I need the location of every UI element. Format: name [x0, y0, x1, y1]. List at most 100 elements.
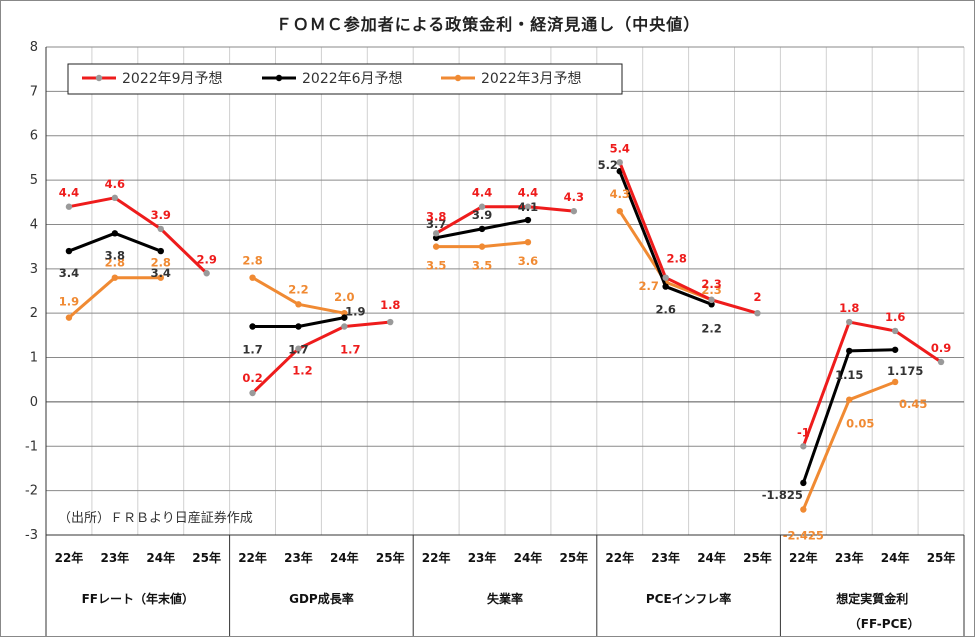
data-point	[478, 243, 486, 250]
data-label: 2.0	[334, 290, 354, 304]
x-tick-label: 23年	[468, 550, 497, 565]
data-label: 2.8	[242, 254, 262, 268]
data-point	[891, 378, 899, 386]
y-tick-label: 7	[30, 84, 38, 99]
data-label: 1.9	[345, 305, 365, 319]
data-point	[662, 274, 669, 281]
x-tick-label: 23年	[284, 550, 313, 565]
data-point	[387, 318, 394, 326]
data-point	[937, 358, 945, 366]
x-tick-label: 24年	[330, 550, 359, 565]
group-label-sub: （FF-PCE）	[849, 616, 920, 631]
data-label: 3.4	[59, 266, 79, 280]
data-label: 3.5	[472, 259, 492, 273]
data-label: 1.7	[340, 342, 360, 356]
data-point	[616, 207, 623, 215]
x-tick-label: 23年	[835, 550, 864, 565]
data-label: 3.8	[426, 209, 446, 223]
data-label: 2.8	[666, 252, 686, 266]
y-tick-label: 8	[30, 40, 38, 55]
y-tick-label: 5	[30, 173, 38, 188]
legend-box	[67, 63, 623, 95]
legend-marker	[275, 74, 283, 82]
chart-title: ＦＯＭＣ参加者による政策金利・経済見通し（中央値）	[276, 15, 701, 34]
data-label: 3.5	[426, 259, 446, 273]
y-tick-label: 0	[30, 395, 38, 410]
data-label: 1.8	[839, 301, 859, 315]
data-label: 3.7	[426, 217, 446, 231]
data-label: 2.3	[701, 283, 721, 297]
x-axis: 22年 23年 24年 25年 FFレート（年末値） 22年 23年 24年 25年 GDP成長率…	[45, 534, 965, 636]
y-tick-label: 6	[30, 129, 38, 144]
data-label: 3.8	[105, 248, 125, 262]
x-tick-label: 25年	[192, 550, 221, 565]
data-point	[341, 309, 348, 317]
series-line	[618, 161, 758, 315]
data-label: 0.9	[931, 341, 951, 355]
data-label: 0.05	[846, 417, 874, 431]
legend-label: 2022年3月予想	[481, 71, 582, 87]
data-point	[249, 323, 256, 330]
data-point	[800, 479, 807, 487]
data-label: 2.3	[701, 277, 721, 291]
y-tick-label: -1	[25, 439, 38, 454]
data-label: 1.9	[59, 295, 79, 309]
data-point	[157, 225, 164, 233]
data-label: 3.4	[151, 266, 171, 280]
y-tick-label: -2	[25, 484, 38, 499]
source-note: （出所）ＦＲＢより日産証券作成	[58, 510, 253, 526]
data-label: 1.175	[887, 364, 923, 378]
data-point	[295, 301, 302, 308]
x-tick-label: 22年	[789, 550, 818, 565]
data-point	[846, 396, 853, 403]
data-label: -1	[797, 425, 810, 439]
series-line	[251, 320, 391, 395]
x-tick-label: 25年	[927, 550, 956, 565]
legend-label: 2022年6月予想	[302, 71, 403, 87]
data-point	[295, 345, 302, 352]
data-point	[111, 274, 119, 281]
data-point	[157, 274, 164, 281]
x-tick-label: 24年	[697, 550, 726, 565]
data-label: 1.6	[885, 310, 905, 324]
data-point	[65, 314, 73, 321]
data-point	[754, 309, 761, 317]
data-label: 4.3	[564, 190, 584, 204]
data-label: -1.825	[762, 488, 803, 502]
data-label: 2.7	[638, 279, 658, 293]
data-label: 3.9	[472, 208, 492, 222]
data-label: 4.4	[518, 186, 538, 200]
data-point	[846, 347, 853, 355]
legend-marker	[454, 74, 462, 82]
data-point	[891, 327, 899, 335]
data-label: 1.15	[835, 368, 863, 382]
data-point	[570, 207, 578, 215]
data-label: 1.7	[288, 342, 308, 356]
data-point	[708, 301, 715, 308]
y-tick-label: 1	[30, 351, 38, 366]
data-labels: 1.9 2.8 2.8 2.8 2.2 2.0 3.5 3.5 3.6 4.3 2.7 2.3 -2.4…	[59, 141, 951, 542]
legend-label: 2022年9月予想	[122, 71, 223, 87]
x-tick-label: 25年	[743, 550, 772, 565]
data-label: 4.1	[518, 200, 538, 214]
x-tick-label: 24年	[514, 550, 543, 565]
data-point	[341, 314, 348, 321]
data-point	[708, 296, 715, 304]
data-label: 1.8	[380, 298, 400, 312]
data-point	[478, 203, 486, 210]
data-point	[524, 239, 532, 246]
data-point	[295, 323, 302, 330]
data-point	[432, 243, 440, 250]
data-point	[524, 216, 532, 224]
series-line	[801, 320, 942, 447]
data-point	[341, 323, 348, 330]
legend: 2022年9月予想 2022年6月予想 2022年3月予想	[67, 63, 623, 95]
data-label: 1.7	[242, 342, 262, 356]
data-point	[65, 203, 73, 210]
data-label: 5.2	[598, 158, 618, 172]
group-label: FFレート（年末値）	[82, 591, 194, 606]
data-point	[800, 443, 807, 450]
data-point	[111, 194, 119, 202]
data-label: -2.425	[783, 528, 824, 542]
